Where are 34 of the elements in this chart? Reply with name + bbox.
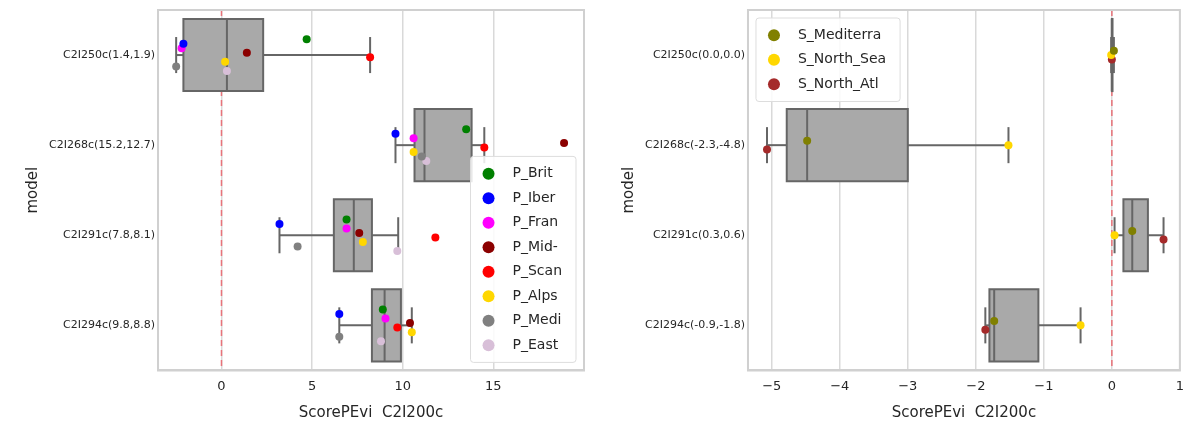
x-axis-title: ScorePEvi C2I200c	[891, 402, 1037, 421]
y-axis-title: model	[618, 166, 637, 214]
y-tick-label: C2I291c(7.8,8.1)	[62, 228, 156, 242]
x-tick-label: 0	[217, 377, 226, 393]
y-tick-label: C2I294c(9.8,8.8)	[62, 318, 156, 332]
y-tick-label: C2I268c(15.2,12.7)	[49, 138, 156, 152]
legend-label: P_Mid-	[512, 237, 558, 254]
legend-label: P_Iber	[512, 188, 556, 205]
x-tick-label: −4	[830, 377, 850, 393]
legend-label: P_East	[512, 335, 559, 352]
legend-label: S_North_Atl	[797, 74, 879, 91]
legend-label: P_Alps	[512, 286, 558, 303]
y-tick-label: C2I250c(0.0,0.0)	[652, 47, 745, 61]
x-tick-label: −5	[762, 377, 782, 393]
legend-label: P_Medi	[512, 311, 562, 328]
x-tick-label: 15	[485, 377, 502, 393]
x-tick-label: 10	[394, 377, 412, 393]
x-tick-label: −1	[1034, 377, 1054, 393]
x-tick-label: 5	[307, 377, 317, 393]
y-tick-label: C2I250c(1.4,1.9)	[62, 47, 156, 61]
x-axis-title: ScorePEvi C2I200c	[298, 402, 444, 421]
y-axis-title: model	[22, 166, 41, 214]
legend-label: S_Mediterra	[797, 25, 882, 42]
legend-label: P_Brit	[512, 164, 554, 181]
legend-label: P_Scan	[512, 262, 563, 279]
x-tick-label: 1	[1175, 377, 1185, 393]
legend-label: P_Fran	[512, 213, 559, 230]
x-tick-label: −3	[898, 377, 918, 393]
legend-label: S_North_Sea	[797, 50, 887, 67]
x-tick-label: 0	[1107, 377, 1116, 393]
y-tick-label: C2I294c(-0.9,-1.8)	[644, 318, 745, 332]
y-tick-label: C2I291c(0.3,0.6)	[652, 228, 745, 242]
y-tick-label: C2I268c(-2.3,-4.8)	[644, 138, 745, 152]
x-tick-label: −2	[966, 377, 986, 393]
